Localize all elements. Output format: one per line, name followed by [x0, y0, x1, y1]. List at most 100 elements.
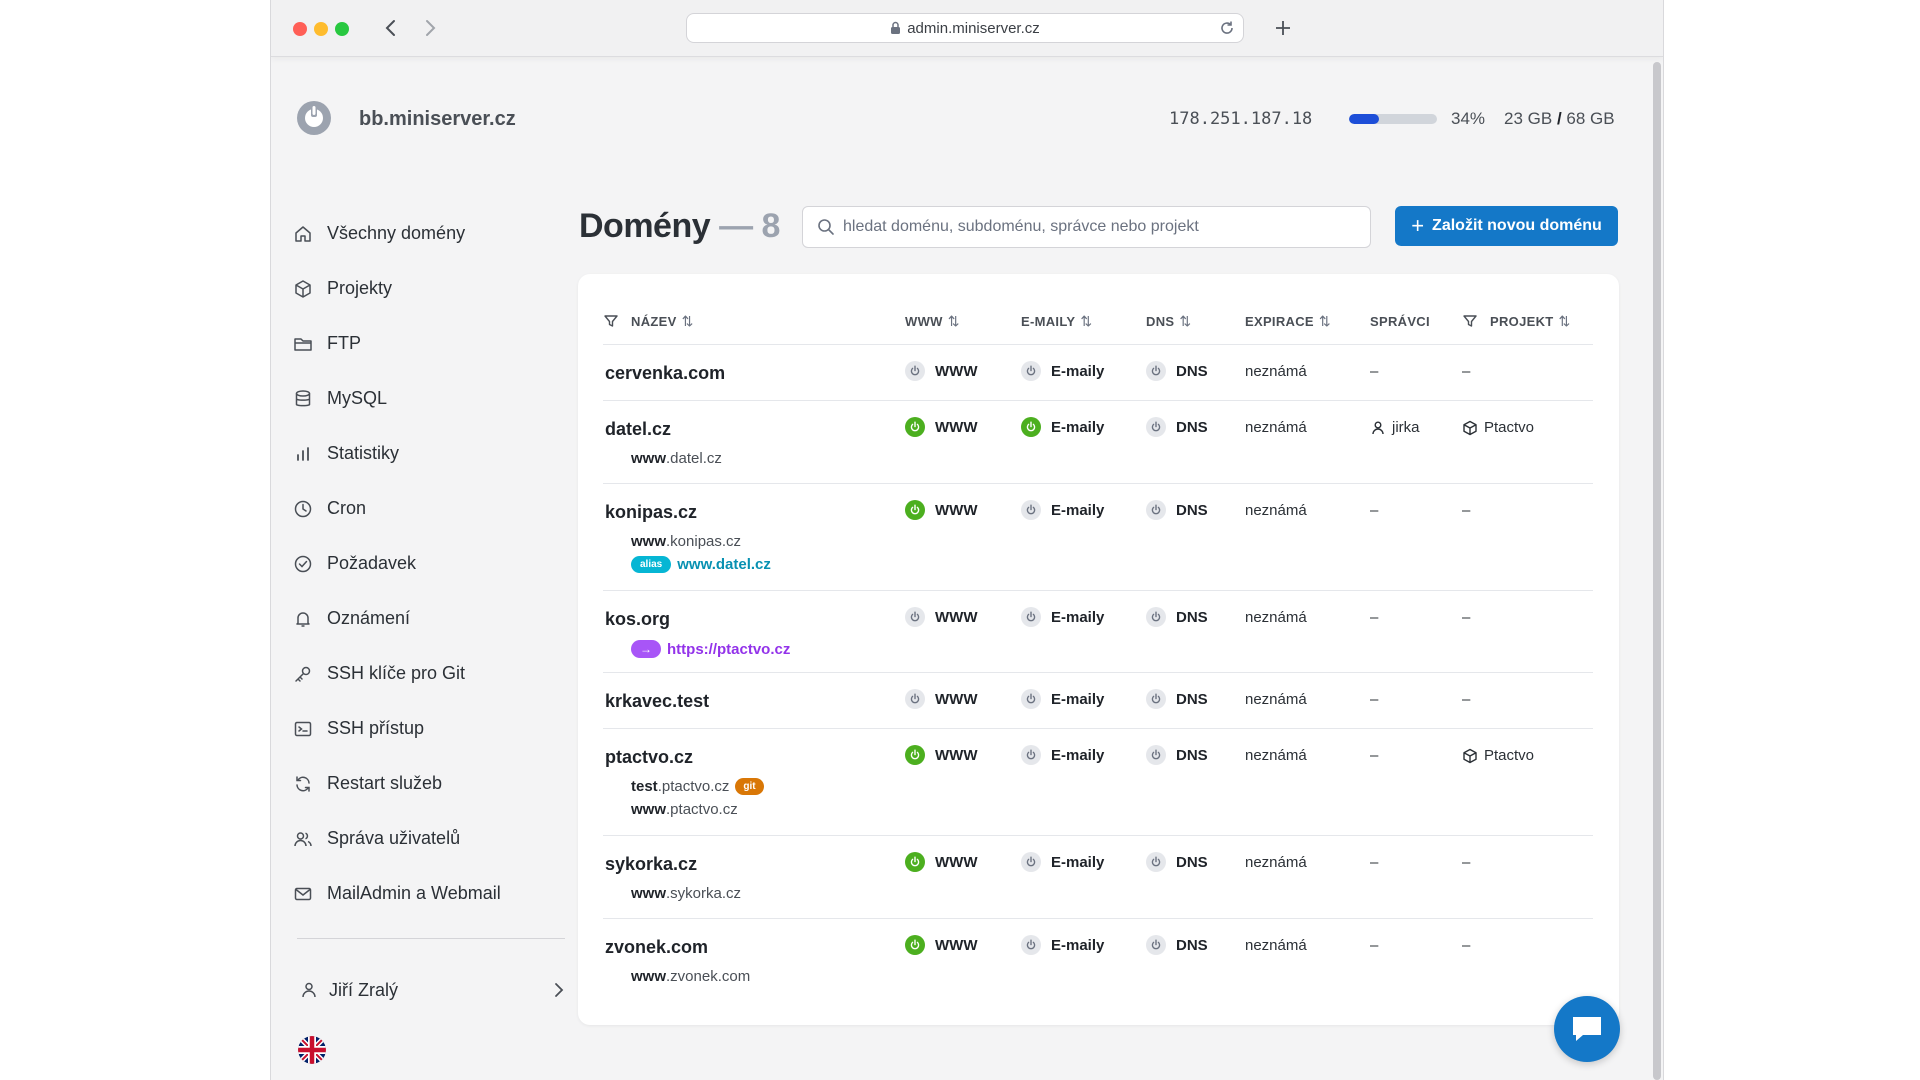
- dns-status[interactable]: DNS: [1146, 689, 1208, 709]
- table-row[interactable]: sykorka.cz www .sykorka.cz WWW E-maily DN…: [603, 836, 1593, 919]
- project-cell[interactable]: Ptactvo: [1462, 747, 1534, 764]
- admin-cell[interactable]: jirka: [1370, 419, 1420, 436]
- www-status[interactable]: WWW: [905, 500, 977, 520]
- domain-name[interactable]: konipas.cz: [605, 502, 698, 522]
- subdomain[interactable]: www .sykorka.cz: [631, 885, 741, 902]
- reload-icon[interactable]: [1219, 20, 1235, 36]
- search-input[interactable]: [843, 218, 1363, 236]
- page-scrollbar[interactable]: [1653, 62, 1661, 1080]
- subdomain[interactable]: test .ptactvo.cz git: [631, 778, 764, 795]
- alias-entry[interactable]: alias www.datel.cz: [631, 556, 771, 573]
- domain-name[interactable]: kos.org: [605, 609, 671, 629]
- www-status[interactable]: WWW: [905, 745, 977, 765]
- dns-status[interactable]: DNS: [1146, 361, 1208, 381]
- email-status[interactable]: E-maily: [1021, 500, 1104, 520]
- sidebar-item-all-domains[interactable]: Všechny domény: [293, 206, 533, 261]
- email-status[interactable]: E-maily: [1021, 852, 1104, 872]
- power-icon: [1021, 852, 1041, 872]
- disk-usage-bar: [1349, 114, 1437, 124]
- www-status[interactable]: WWW: [905, 361, 977, 381]
- chevron-left-icon: [385, 20, 395, 36]
- www-status[interactable]: WWW: [905, 852, 977, 872]
- domain-search[interactable]: [802, 206, 1371, 248]
- email-status[interactable]: E-maily: [1021, 745, 1104, 765]
- new-domain-button[interactable]: + Založit novou doménu: [1395, 206, 1618, 246]
- domain-name[interactable]: sykorka.cz: [605, 854, 698, 874]
- sidebar-item-request[interactable]: Požadavek: [293, 536, 533, 591]
- sidebar-item-label: Všechny domény: [327, 223, 466, 243]
- domain-name[interactable]: ptactvo.cz: [605, 747, 694, 767]
- minimize-window-button[interactable]: [314, 22, 328, 36]
- domain-name[interactable]: datel.cz: [605, 419, 672, 439]
- user-menu[interactable]: Jiří Zralý: [299, 975, 565, 1005]
- redirect-entry[interactable]: → https://ptactvo.cz: [631, 640, 790, 658]
- back-button[interactable]: [377, 14, 405, 42]
- dns-status[interactable]: DNS: [1146, 607, 1208, 627]
- column-header-dns[interactable]: DNS ⇅: [1146, 311, 1191, 331]
- dns-status[interactable]: DNS: [1146, 935, 1208, 955]
- project-cell[interactable]: Ptactvo: [1462, 419, 1534, 436]
- chat-button[interactable]: [1554, 996, 1620, 1062]
- www-status[interactable]: WWW: [905, 689, 977, 709]
- email-status[interactable]: E-maily: [1021, 689, 1104, 709]
- table-row[interactable]: zvonek.com www .zvonek.com WWW E-maily DN…: [603, 919, 1593, 1002]
- table-row[interactable]: datel.cz www .datel.cz WWW E-maily DNS ne…: [603, 401, 1593, 484]
- dns-status[interactable]: DNS: [1146, 417, 1208, 437]
- table-row[interactable]: cervenka.com WWW E-maily DNS neznámá – –: [603, 345, 1593, 401]
- domain-name[interactable]: cervenka.com: [605, 363, 726, 383]
- dns-status[interactable]: DNS: [1146, 852, 1208, 872]
- uk-flag-icon[interactable]: [298, 1036, 326, 1064]
- dns-status[interactable]: DNS: [1146, 745, 1208, 765]
- subdomain[interactable]: www .zvonek.com: [631, 968, 750, 985]
- project-name: Ptactvo: [1484, 747, 1535, 764]
- dns-status[interactable]: DNS: [1146, 500, 1208, 520]
- subdomain[interactable]: www .datel.cz: [631, 450, 722, 467]
- sidebar-item-ssh-keys[interactable]: SSH klíče pro Git: [293, 646, 533, 701]
- server-name[interactable]: bb.miniserver.cz: [359, 108, 516, 130]
- column-header-project[interactable]: PROJEKT ⇅: [1462, 311, 1571, 331]
- table-row[interactable]: konipas.cz www .konipas.cz alias www.datel…: [603, 484, 1593, 591]
- redirect-link[interactable]: https://ptactvo.cz: [667, 640, 791, 658]
- domain-name[interactable]: krkavec.test: [605, 691, 710, 711]
- column-header-emails[interactable]: E-MAILY ⇅: [1021, 311, 1092, 331]
- forward-button[interactable]: [416, 14, 444, 42]
- maximize-window-button[interactable]: [335, 22, 349, 36]
- subdomain[interactable]: www .konipas.cz: [631, 533, 771, 550]
- filter-icon[interactable]: [603, 313, 619, 329]
- filter-icon[interactable]: [1462, 313, 1478, 329]
- www-status[interactable]: WWW: [905, 417, 977, 437]
- column-header-www[interactable]: WWW ⇅: [905, 311, 960, 331]
- url-text: admin.miniserver.cz: [907, 19, 1040, 37]
- close-window-button[interactable]: [293, 22, 307, 36]
- email-status[interactable]: E-maily: [1021, 361, 1104, 381]
- sidebar-item-ftp[interactable]: FTP: [293, 316, 533, 371]
- refresh-icon: [296, 775, 310, 792]
- sidebar-item-restart-services[interactable]: Restart služeb: [293, 756, 533, 811]
- alias-link[interactable]: www.datel.cz: [677, 556, 771, 573]
- address-bar[interactable]: admin.miniserver.cz: [686, 13, 1244, 43]
- table-row[interactable]: krkavec.test WWW E-maily DNS neznámá – –: [603, 673, 1593, 729]
- email-status[interactable]: E-maily: [1021, 417, 1104, 437]
- new-tab-button[interactable]: [1269, 14, 1297, 42]
- sidebar-item-user-management[interactable]: Správa uživatelů: [293, 811, 533, 866]
- table-row[interactable]: ptactvo.cz test .ptactvo.cz git www .ptactv…: [603, 729, 1593, 836]
- sidebar-item-cron[interactable]: Cron: [293, 481, 533, 536]
- sidebar-item-statistics[interactable]: Statistiky: [293, 426, 533, 481]
- table-row[interactable]: kos.org → https://ptactvo.cz WWW E-maily …: [603, 591, 1593, 673]
- www-status[interactable]: WWW: [905, 607, 977, 627]
- sidebar-item-notifications[interactable]: Oznámení: [293, 591, 533, 646]
- www-status[interactable]: WWW: [905, 935, 977, 955]
- email-status[interactable]: E-maily: [1021, 607, 1104, 627]
- domains-table-card: NÁZEV ⇅ WWW ⇅ E-MAILY ⇅ DNS ⇅ EXPIRACE ⇅…: [578, 274, 1619, 1025]
- sidebar-item-projects[interactable]: Projekty: [293, 261, 533, 316]
- email-status[interactable]: E-maily: [1021, 935, 1104, 955]
- sidebar-item-mysql[interactable]: MySQL: [293, 371, 533, 426]
- sidebar-item-ssh-access[interactable]: SSH přístup: [293, 701, 533, 756]
- column-header-name[interactable]: NÁZEV ⇅: [603, 311, 694, 331]
- sidebar-item-mailadmin[interactable]: MailAdmin a Webmail: [293, 866, 533, 921]
- sidebar-item-label: MailAdmin a Webmail: [327, 883, 501, 903]
- admin-name: –: [1370, 747, 1379, 764]
- subdomain[interactable]: www .ptactvo.cz: [631, 801, 764, 818]
- domain-name[interactable]: zvonek.com: [605, 937, 709, 957]
- column-header-expiry[interactable]: EXPIRACE ⇅: [1245, 311, 1331, 331]
